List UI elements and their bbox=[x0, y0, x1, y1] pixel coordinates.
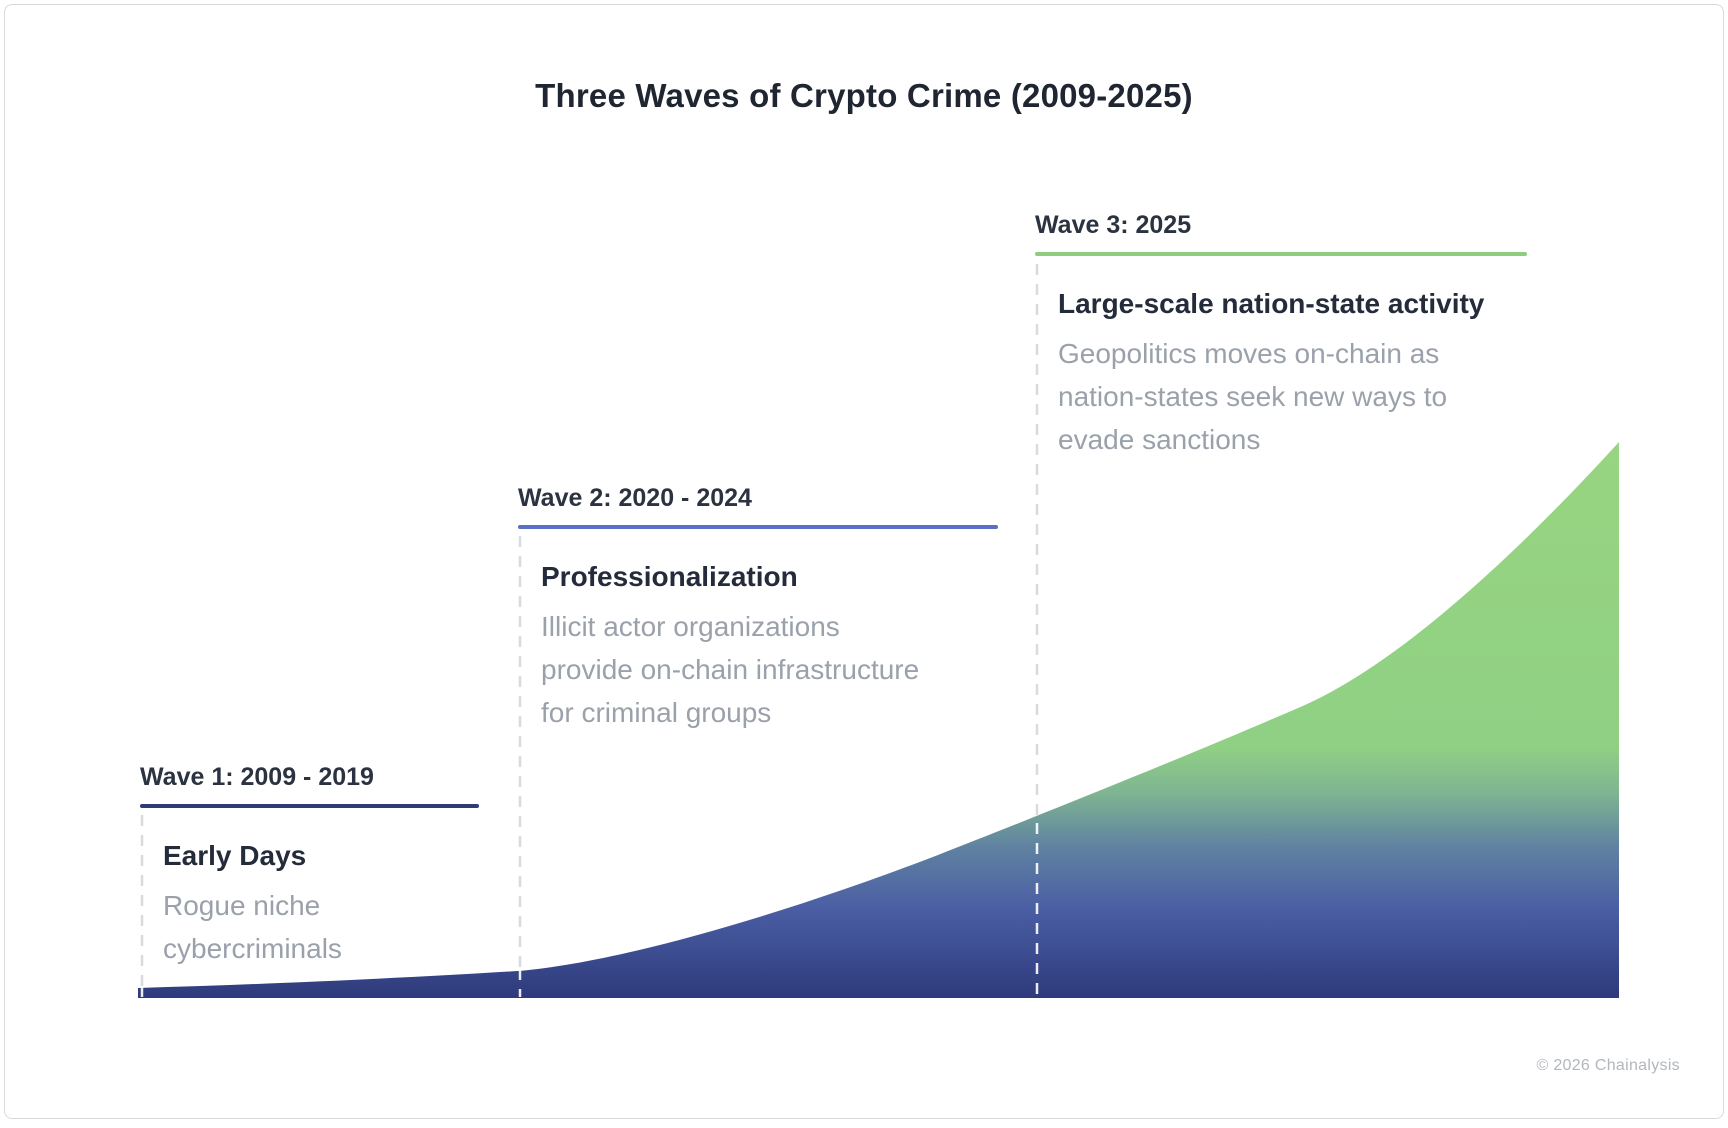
wave-1-body: Rogue niche cybercriminals bbox=[163, 884, 520, 970]
wave-2-body-line: for criminal groups bbox=[541, 691, 1018, 734]
wave-2-body-line: Illicit actor organizations bbox=[541, 605, 1018, 648]
wave-3-body: Geopolitics moves on-chain as nation-sta… bbox=[1058, 332, 1545, 461]
wave-3-body-line: Geopolitics moves on-chain as bbox=[1058, 332, 1545, 375]
wave-2-underline bbox=[518, 525, 998, 529]
wave-1-heading: Early Days bbox=[163, 838, 520, 874]
wave-3-underline bbox=[1035, 252, 1527, 256]
wave-1-underline bbox=[140, 804, 479, 808]
wave-2-body-line: provide on-chain infrastructure bbox=[541, 648, 1018, 691]
copyright-text: © 2026 Chainalysis bbox=[1537, 1057, 1681, 1075]
wave-3-heading: Large-scale nation-state activity bbox=[1058, 286, 1545, 322]
wave-2-label: Wave 2: 2020 - 2024 bbox=[518, 481, 1018, 515]
wave-2-block: Wave 2: 2020 - 2024 Professionalization … bbox=[518, 481, 1018, 734]
wave-2-heading: Professionalization bbox=[541, 559, 1018, 595]
wave-1-block: Wave 1: 2009 - 2019 Early Days Rogue nic… bbox=[140, 760, 520, 970]
infographic-card: Three Waves of Crypto Crime (2009-2025) … bbox=[4, 4, 1724, 1119]
wave-3-block: Wave 3: 2025 Large-scale nation-state ac… bbox=[1035, 208, 1545, 461]
wave-3-body-line: evade sanctions bbox=[1058, 418, 1545, 461]
wave-1-body-line: Rogue niche bbox=[163, 884, 520, 927]
wave-3-label: Wave 3: 2025 bbox=[1035, 208, 1545, 242]
wave-1-body-line: cybercriminals bbox=[163, 927, 520, 970]
wave-3-body-line: nation-states seek new ways to bbox=[1058, 375, 1545, 418]
wave-1-label: Wave 1: 2009 - 2019 bbox=[140, 760, 520, 794]
wave-2-body: Illicit actor organizations provide on-c… bbox=[541, 605, 1018, 734]
